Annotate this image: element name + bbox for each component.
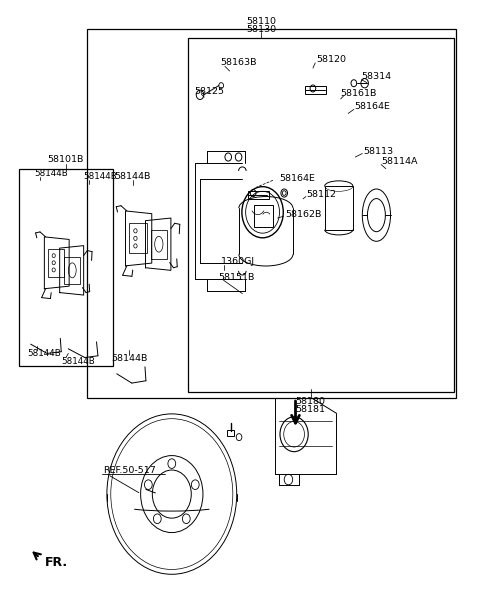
Bar <box>130 224 146 253</box>
Text: 58164E: 58164E <box>279 174 315 183</box>
Bar <box>188 38 454 393</box>
Text: 58314: 58314 <box>361 72 392 81</box>
Bar <box>305 86 325 94</box>
Text: 58164E: 58164E <box>354 102 390 111</box>
Text: 58110: 58110 <box>246 17 276 25</box>
Text: 58101B: 58101B <box>48 155 84 164</box>
Text: 58112: 58112 <box>307 190 337 199</box>
Bar <box>254 205 273 227</box>
Bar <box>151 230 167 259</box>
Text: 58181: 58181 <box>296 405 325 414</box>
Bar <box>87 29 456 398</box>
Text: 58144B: 58144B <box>84 173 117 181</box>
Bar <box>248 191 269 199</box>
Text: 58144B: 58144B <box>115 173 151 181</box>
Text: 1360GJ: 1360GJ <box>221 257 255 266</box>
Text: FR.: FR. <box>45 556 68 569</box>
Text: 58125: 58125 <box>194 87 224 97</box>
Text: REF.50-517: REF.50-517 <box>103 466 156 476</box>
Text: 58161B: 58161B <box>341 88 377 98</box>
Text: 58151B: 58151B <box>218 273 254 282</box>
Bar <box>324 186 353 229</box>
Text: 58144B: 58144B <box>34 169 68 178</box>
Text: 58162B: 58162B <box>286 210 322 219</box>
Text: 58144B: 58144B <box>111 354 147 363</box>
Text: 58144B: 58144B <box>27 349 61 358</box>
Bar <box>48 248 64 277</box>
Text: 58163B: 58163B <box>220 58 257 68</box>
Text: 58114A: 58114A <box>381 157 418 166</box>
Text: 58130: 58130 <box>246 25 276 34</box>
Text: 58120: 58120 <box>316 55 346 64</box>
Bar <box>64 257 80 284</box>
Text: 58180: 58180 <box>296 397 325 406</box>
Text: 58113: 58113 <box>363 146 394 156</box>
Text: 58144B: 58144B <box>61 357 95 366</box>
Bar <box>227 430 234 436</box>
Bar <box>19 168 113 366</box>
